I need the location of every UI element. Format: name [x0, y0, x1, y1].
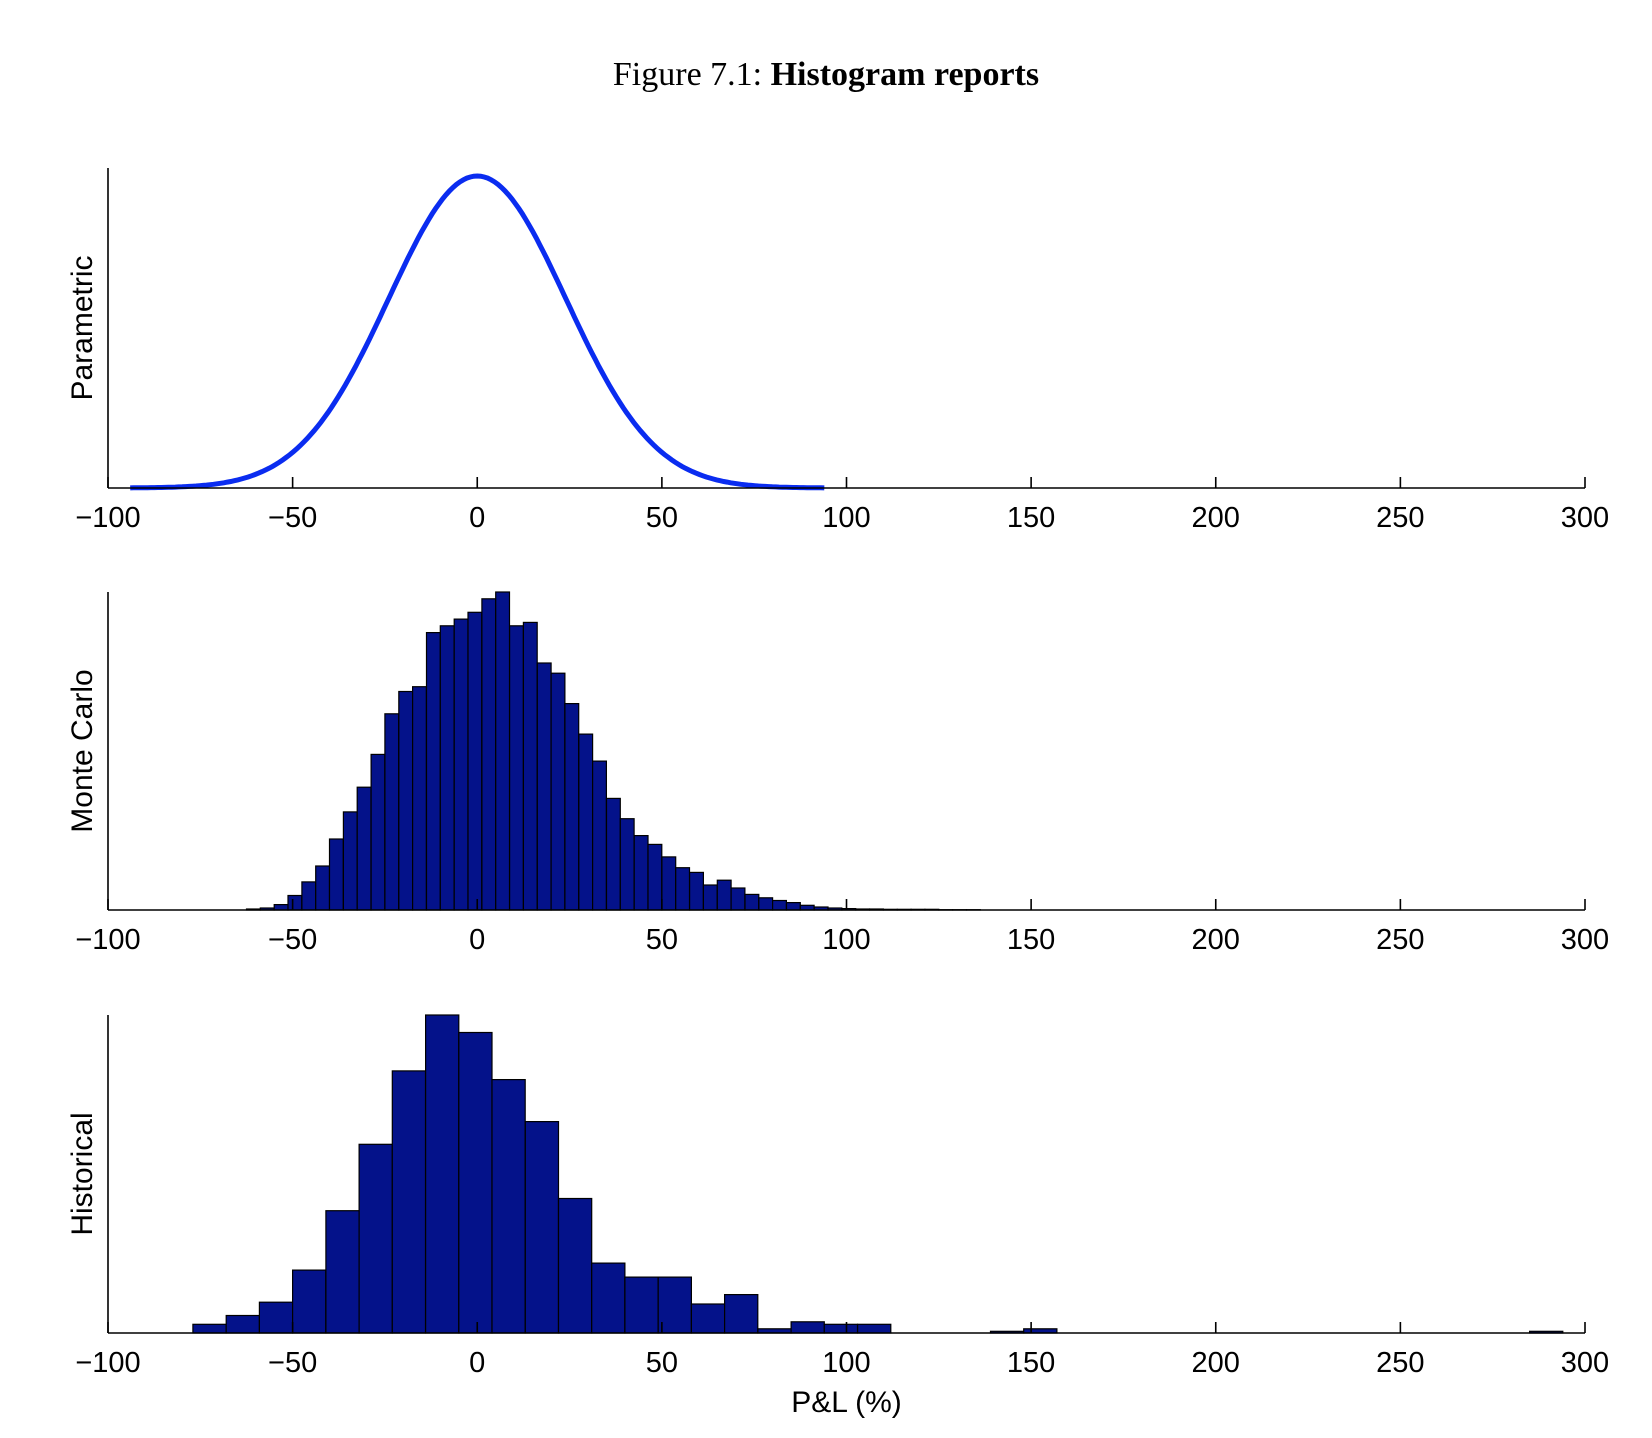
- histogram-bar: [688, 871, 704, 911]
- x-axis-label: P&L (%): [791, 1386, 902, 1419]
- histogram-bar: [425, 1014, 460, 1334]
- x-tick-label: 100: [822, 924, 870, 956]
- x-tick-label: 300: [1561, 502, 1609, 534]
- histogram-bar: [702, 884, 718, 911]
- x-tick-label: 250: [1376, 1347, 1424, 1379]
- histogram-bar: [273, 903, 289, 911]
- histogram-bar: [328, 838, 344, 911]
- histogram-bar: [785, 901, 801, 911]
- x-tick-label: −100: [75, 502, 140, 534]
- histogram-bar: [509, 625, 525, 911]
- histogram-bar: [292, 1269, 327, 1334]
- histogram-bar: [723, 1293, 759, 1334]
- histogram-bar: [439, 625, 455, 911]
- histogram-bar: [661, 856, 677, 911]
- historical-panel: −100 −50 0 50 100 150 200 250 300 Historical P&L (…: [66, 1014, 1609, 1419]
- histogram-bar: [192, 1323, 227, 1334]
- histogram-bar: [536, 662, 552, 911]
- x-tick-label: 150: [1007, 924, 1055, 956]
- parametric-panel: −100 −50 0 50 100 150 200 250 300 Parametric: [66, 168, 1609, 534]
- histogram-bar: [624, 1276, 659, 1334]
- histogram-bar: [550, 672, 566, 911]
- histogram-bar: [225, 1314, 260, 1334]
- histogram-bar: [856, 1323, 892, 1334]
- histogram-bar: [301, 881, 317, 911]
- histogram-bar: [633, 834, 649, 911]
- figure-caption: Figure 7.1: Histogram reports: [0, 56, 1652, 94]
- x-tick-label: 300: [1561, 924, 1609, 956]
- histogram-bar: [467, 611, 483, 911]
- x-tick-label: −100: [75, 1347, 140, 1379]
- x-tick-label: −50: [268, 1347, 317, 1379]
- histogram-bar: [758, 897, 774, 911]
- histogram-bar: [744, 893, 760, 911]
- y-axis-label: Monte Carlo: [66, 669, 99, 832]
- x-tick-label: 200: [1192, 924, 1240, 956]
- histogram-bar: [657, 1276, 693, 1334]
- histogram-bar: [619, 818, 635, 911]
- histogram-bar: [481, 598, 497, 911]
- histogram-bar: [578, 733, 594, 911]
- histogram-bar: [591, 1262, 626, 1334]
- x-tick-label: 250: [1376, 502, 1424, 534]
- x-tick-label: 300: [1561, 1347, 1609, 1379]
- histogram-bar: [716, 879, 732, 911]
- histogram-bar: [425, 631, 441, 911]
- histogram-bar: [287, 894, 303, 911]
- x-tick-label: 250: [1376, 924, 1424, 956]
- histogram-bar: [458, 1031, 493, 1334]
- x-tick-label: 100: [822, 1347, 870, 1379]
- histogram-bar: [495, 591, 511, 911]
- histogram-bar: [315, 865, 331, 911]
- x-tick-label: 0: [469, 1347, 485, 1379]
- x-tick-label: 50: [646, 924, 678, 956]
- histogram-bar: [647, 843, 663, 911]
- histogram-bar: [730, 887, 746, 911]
- y-axis-label: Parametric: [66, 255, 99, 400]
- histogram-bar: [370, 753, 386, 911]
- histogram-bar: [325, 1210, 360, 1334]
- x-tick-label: 100: [822, 502, 870, 534]
- y-axis-label: Historical: [66, 1112, 99, 1235]
- x-tick-label: 0: [469, 502, 485, 534]
- x-tick-label: 200: [1192, 1347, 1240, 1379]
- parametric-curve: [130, 173, 825, 491]
- histogram-bar: [398, 690, 414, 911]
- histogram-bar: [453, 618, 469, 911]
- x-tick-label: 200: [1192, 502, 1240, 534]
- x-tick-label: 0: [469, 924, 485, 956]
- x-tick-label: −50: [268, 502, 317, 534]
- histogram-bar: [391, 1070, 427, 1334]
- histogram-bar: [342, 811, 358, 911]
- x-tick-label: −50: [268, 924, 317, 956]
- histogram-bar: [823, 1323, 859, 1334]
- histogram-bar: [605, 797, 621, 911]
- x-tick-label: 50: [646, 502, 678, 534]
- histogram-bar: [771, 899, 787, 911]
- histogram-bar: [491, 1078, 526, 1334]
- histogram-bar: [522, 621, 538, 911]
- x-tick-label: −100: [75, 924, 140, 956]
- histogram-bar: [524, 1120, 560, 1334]
- histogram-bar: [591, 760, 607, 911]
- caption-title: Histogram reports: [770, 56, 1040, 93]
- histogram-bar: [564, 702, 580, 911]
- histogram-bar: [790, 1321, 825, 1334]
- x-tick-label: 50: [646, 1347, 678, 1379]
- x-tick-label: 150: [1007, 502, 1055, 534]
- caption-prefix: Figure 7.1:: [612, 56, 763, 93]
- histogram-bar: [356, 786, 372, 911]
- histogram-bar: [258, 1301, 294, 1334]
- histogram-bar: [358, 1143, 393, 1334]
- histogram-bar: [412, 686, 428, 911]
- histogram-bar: [557, 1197, 593, 1334]
- monte-carlo-panel: −100 −50 0 50 100 150 200 250 300 Monte Carlo: [66, 591, 1609, 956]
- histogram-bar: [384, 713, 400, 911]
- x-tick-label: 150: [1007, 1347, 1055, 1379]
- histogram-bar: [690, 1303, 726, 1334]
- histogram-bar: [675, 867, 691, 911]
